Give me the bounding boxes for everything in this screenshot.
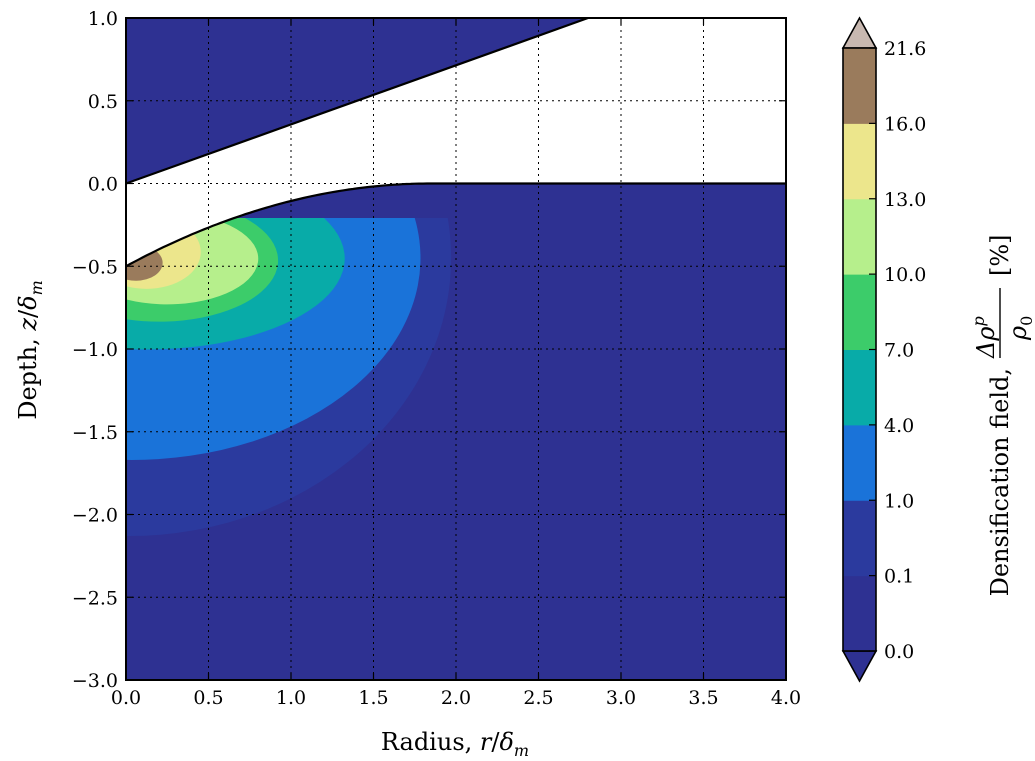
colorbar-segment <box>843 424 876 501</box>
x-axis-label: Radius, r/δm <box>381 728 529 760</box>
colorbar-extend-top <box>841 16 878 49</box>
colorbar-segment <box>843 500 876 577</box>
x-tick-label: 2.0 <box>441 687 471 709</box>
y-tick-label: 1.0 <box>88 8 118 30</box>
y-tick-label: 0.5 <box>88 91 118 113</box>
y-tick-label: 0.0 <box>88 174 118 196</box>
colorbar-tick-label: 13.0 <box>884 189 926 211</box>
y-axis-label: Depth, z/δm <box>14 280 46 420</box>
x-tick-label: 2.5 <box>523 687 553 709</box>
x-tick-label: 1.0 <box>276 687 306 709</box>
colorbar-segment <box>843 198 876 275</box>
y-tick-label: −2.0 <box>72 505 118 527</box>
colorbar-tick-label: 16.0 <box>884 113 926 135</box>
x-tick-label: 1.5 <box>358 687 388 709</box>
y-tick-label: −1.5 <box>72 422 118 444</box>
colorbar-tick-label: 0.1 <box>884 566 914 588</box>
surface-profile <box>126 182 786 268</box>
x-axis: 0.0 0.5 1.0 1.5 2.0 2.5 3.0 3.5 4.0 <box>111 18 801 709</box>
colorbar-tick-label: 4.0 <box>884 415 914 437</box>
x-tick-label: 3.0 <box>606 687 636 709</box>
colorbar-extend-bottom <box>841 650 878 683</box>
indenter-edge <box>126 18 589 185</box>
colorbar-segment <box>843 274 876 350</box>
y-tick-label: −0.5 <box>72 256 118 278</box>
y-tick-label: −2.5 <box>72 587 118 609</box>
x-tick-label: 0.5 <box>193 687 223 709</box>
colorbar-tick-label: 21.6 <box>884 38 926 60</box>
y-tick-label: −3.0 <box>72 670 118 692</box>
colorbar-tick-label: 0.0 <box>884 641 914 663</box>
y-axis: 1.0 0.5 0.0 −0.5 −1.0 −1.5 −2.0 −2.5 −3.0 <box>72 8 786 692</box>
colorbar-tick-label: 1.0 <box>884 490 914 512</box>
colorbar-label-unit: [%] <box>986 234 1014 276</box>
colorbar-segment <box>843 48 876 124</box>
colorbar-segment <box>843 575 876 652</box>
colorbar-segment <box>843 349 876 426</box>
colorbar-tick-label: 7.0 <box>884 340 914 362</box>
x-tick-label: 3.5 <box>688 687 718 709</box>
colorbar-label-numerator: Δρp <box>969 316 1000 359</box>
x-tick-label: 4.0 <box>771 687 801 709</box>
plot-area <box>125 17 787 681</box>
colorbar-segment <box>843 123 876 200</box>
colorbar-label-prefix: Densification field, <box>986 368 1014 596</box>
colorbar-label-denominator: ρ0 <box>1004 316 1035 341</box>
grid <box>126 18 786 680</box>
colorbar: 0.0 0.1 1.0 4.0 7.0 10.0 13.0 16.0 21.6 <box>841 16 926 683</box>
colorbar-label: Densification field, Δρp ρ0 [%] <box>969 234 1035 596</box>
colorbar-tick-label: 10.0 <box>884 264 926 286</box>
y-tick-label: −1.0 <box>72 339 118 361</box>
x-tick-label: 0.0 <box>111 687 141 709</box>
